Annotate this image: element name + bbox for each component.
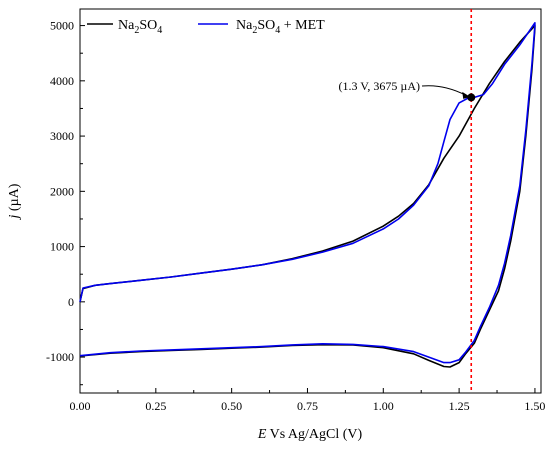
x-axis-title: E Vs Ag/AgCl (V) — [257, 427, 363, 442]
x-tick-label-0: 0.00 — [70, 399, 91, 413]
x-tick-label-1: 0.25 — [145, 399, 166, 413]
y-tick-label-3: 2000 — [50, 184, 74, 198]
x-tick-label-2: 0.50 — [221, 399, 242, 413]
y-tick-label-5: 4000 — [50, 74, 74, 88]
y-tick-label-1: 0 — [68, 295, 74, 309]
y-axis-title: j (µA) — [7, 183, 22, 220]
x-tick-label-4: 1.00 — [373, 399, 394, 413]
x-tick-label-3: 0.75 — [297, 399, 318, 413]
peak-annotation: (1.3 V, 3675 µA) — [339, 79, 476, 102]
series-lines — [79, 21, 536, 368]
annotation-arrow — [421, 85, 467, 96]
plot-frame — [79, 8, 542, 394]
legend-label-na2so4-met: Na2SO4 + MET — [236, 18, 325, 36]
x-tick-label-6: 1.50 — [524, 399, 545, 413]
y-tick-label-0: -1000 — [46, 350, 74, 364]
x-tick-label-5: 1.25 — [449, 399, 470, 413]
series-line-0 — [79, 24, 536, 368]
peak-annotation-label: (1.3 V, 3675 µA) — [339, 79, 420, 93]
y-tick-label-4: 3000 — [50, 129, 74, 143]
peak-point-marker — [467, 93, 476, 102]
y-tick-label-2: 1000 — [50, 240, 74, 254]
chart-legend: Na2SO4 Na2SO4 + MET — [87, 18, 325, 36]
series-line-1 — [79, 21, 536, 364]
legend-label-na2so4: Na2SO4 — [118, 18, 162, 36]
y-tick-label-6: 5000 — [50, 19, 74, 33]
axis-ticks: 0.00 0.25 0.50 0.75 1.00 1.25 1.50 -1000 0 1000 20… — [46, 19, 545, 413]
